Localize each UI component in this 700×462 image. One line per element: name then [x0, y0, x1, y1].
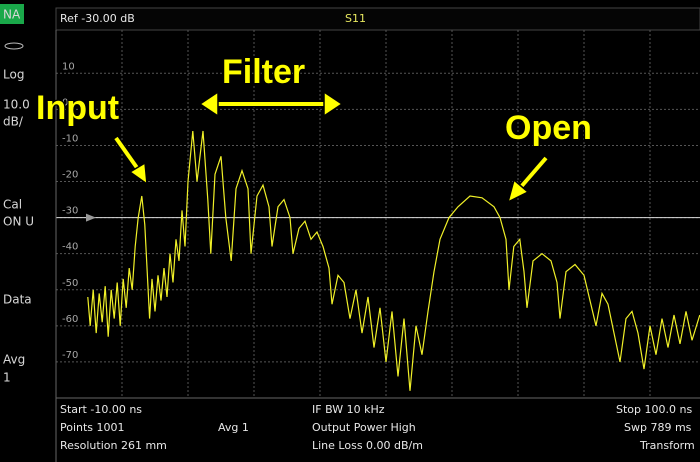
arrow-head: [323, 90, 344, 118]
status-text: Stop 100.0 ns: [616, 403, 692, 416]
sidebar-item: Cal: [3, 198, 22, 212]
arrow-head: [198, 90, 219, 118]
status-text: Swp 789 ms: [624, 421, 692, 434]
y-tick-label: 10: [62, 61, 75, 72]
sidebar-item: dB/: [3, 115, 24, 129]
measurement-label: S11: [345, 12, 366, 25]
annotation: Filter: [222, 53, 305, 91]
y-tick-label: -50: [62, 278, 78, 289]
mode-badge: [0, 4, 24, 24]
status-text: Start -10.00 ns: [60, 403, 142, 416]
y-tick-label: -60: [62, 314, 78, 325]
y-tick-label: -30: [62, 206, 78, 217]
arrow: [114, 136, 142, 174]
y-tick-label: -10: [62, 133, 78, 144]
status-text: IF BW 10 kHz: [312, 403, 385, 416]
trace: [87, 130, 700, 391]
annotation: Input: [36, 89, 119, 127]
reference-label: Ref -30.00 dB: [60, 12, 135, 25]
status-text: Points 1001: [60, 421, 125, 434]
sidebar-item: 1: [3, 371, 11, 385]
y-tick-label: -40: [62, 242, 78, 253]
status-text: Resolution 261 mm: [60, 439, 167, 452]
status-text: Avg 1: [218, 421, 249, 434]
arrow-head: [506, 178, 530, 204]
header-bar: [55, 7, 700, 31]
reference-marker: [86, 213, 96, 222]
status-text: Transform: [639, 439, 695, 452]
plot: 10 0 -10 -20 -30 -40 -50 -60 -70: [55, 30, 700, 398]
y-tick-label: -70: [62, 350, 78, 361]
y-tick-label: 0: [62, 97, 68, 108]
sidebar-icon: [4, 42, 24, 50]
sidebar-item: Avg: [3, 353, 25, 367]
status-text: Line Loss 0.00 dB/m: [312, 439, 423, 452]
arrow: [518, 156, 548, 190]
annotation: Open: [505, 109, 592, 147]
status-text: Output Power High: [312, 421, 416, 434]
arrow-head: [128, 161, 148, 186]
status-area: Start -10.00 ns IF BW 10 kHz Stop 100.0 ns…: [60, 403, 695, 452]
annotations: Input Filter Open: [35, 52, 593, 204]
sidebar-item: Data: [3, 293, 32, 307]
mode-label: NA: [3, 8, 21, 22]
sidebar-item: Log: [3, 68, 24, 82]
sidebar-item: ON U: [3, 215, 34, 229]
sidebar-item: 10.0: [3, 98, 30, 112]
y-tick-label: -20: [62, 170, 78, 181]
